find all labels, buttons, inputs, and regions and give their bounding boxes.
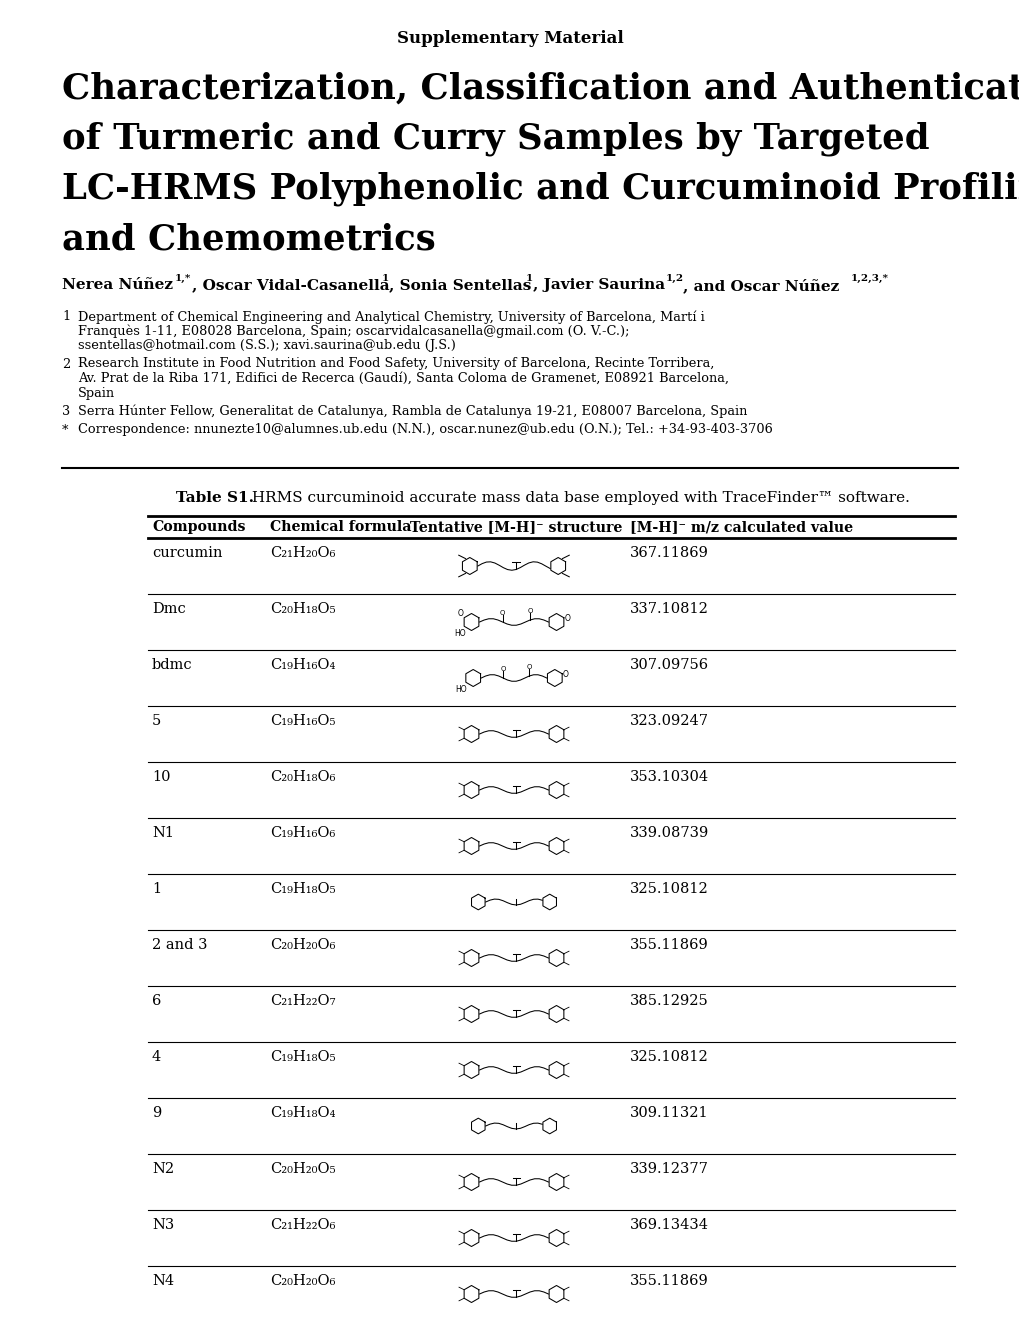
- Text: 353.10304: 353.10304: [630, 770, 708, 784]
- Text: 2: 2: [62, 358, 70, 371]
- Text: C₂₁H₂₂O₇: C₂₁H₂₂O₇: [270, 994, 335, 1008]
- Text: HO: HO: [455, 685, 467, 694]
- Text: of Turmeric and Curry Samples by Targeted: of Turmeric and Curry Samples by Targete…: [62, 121, 928, 157]
- Text: 1: 1: [382, 275, 389, 282]
- Text: HRMS curcuminoid accurate mass data base employed with TraceFinder™ software.: HRMS curcuminoid accurate mass data base…: [247, 491, 909, 506]
- Text: 5: 5: [152, 714, 161, 729]
- Text: 339.08739: 339.08739: [630, 826, 708, 840]
- Text: ssentellas@hotmail.com (S.S.); xavi.saurina@ub.edu (J.S.): ssentellas@hotmail.com (S.S.); xavi.saur…: [77, 339, 455, 352]
- Text: 325.10812: 325.10812: [630, 882, 708, 896]
- Text: C₂₀H₁₈O₅: C₂₀H₁₈O₅: [270, 602, 335, 616]
- Text: 355.11869: 355.11869: [630, 939, 708, 952]
- Text: N2: N2: [152, 1162, 174, 1176]
- Text: N1: N1: [152, 826, 174, 840]
- Text: Nerea Núñez: Nerea Núñez: [62, 279, 173, 292]
- Text: 367.11869: 367.11869: [630, 546, 708, 560]
- Text: C₂₀H₂₀O₆: C₂₀H₂₀O₆: [270, 939, 335, 952]
- Text: O: O: [562, 671, 569, 678]
- Text: Supplementary Material: Supplementary Material: [396, 30, 623, 48]
- Text: O: O: [499, 610, 504, 615]
- Text: Department of Chemical Engineering and Analytical Chemistry, University of Barce: Department of Chemical Engineering and A…: [77, 310, 704, 323]
- Text: C₁₉H₁₆O₅: C₁₉H₁₆O₅: [270, 714, 335, 729]
- Text: C₁₉H₁₆O₆: C₁₉H₁₆O₆: [270, 826, 335, 840]
- Text: 1: 1: [526, 275, 533, 282]
- Text: 309.11321: 309.11321: [630, 1106, 708, 1119]
- Text: Av. Prat de la Riba 171, Edifici de Recerca (Gaudí), Santa Coloma de Gramenet, E: Av. Prat de la Riba 171, Edifici de Rece…: [77, 372, 729, 385]
- Text: HO: HO: [453, 630, 465, 639]
- Text: C₂₁H₂₀O₆: C₂₁H₂₀O₆: [270, 546, 335, 560]
- Text: C₂₀H₂₀O₆: C₂₀H₂₀O₆: [270, 1274, 335, 1288]
- Text: 1: 1: [152, 882, 161, 896]
- Text: , and Oscar Núñez: , and Oscar Núñez: [683, 279, 844, 293]
- Text: C₂₁H₂₂O₆: C₂₁H₂₂O₆: [270, 1218, 335, 1232]
- Text: LC-HRMS Polyphenolic and Curcuminoid Profiling: LC-HRMS Polyphenolic and Curcuminoid Pro…: [62, 172, 1019, 206]
- Text: Chemical formula: Chemical formula: [270, 520, 411, 535]
- Text: Dmc: Dmc: [152, 602, 185, 616]
- Text: bdmc: bdmc: [152, 657, 193, 672]
- Text: 307.09756: 307.09756: [630, 657, 708, 672]
- Text: C₁₉H₁₈O₅: C₁₉H₁₈O₅: [270, 882, 335, 896]
- Text: 4: 4: [152, 1049, 161, 1064]
- Text: 323.09247: 323.09247: [630, 714, 708, 729]
- Text: O: O: [458, 609, 463, 618]
- Text: C₁₉H₁₈O₅: C₁₉H₁₈O₅: [270, 1049, 335, 1064]
- Text: 339.12377: 339.12377: [630, 1162, 708, 1176]
- Text: C₁₉H₁₈O₄: C₁₉H₁₈O₄: [270, 1106, 335, 1119]
- Text: 385.12925: 385.12925: [630, 994, 708, 1008]
- Text: Characterization, Classification and Authentication: Characterization, Classification and Aut…: [62, 73, 1019, 106]
- Text: Serra Húnter Fellow, Generalitat de Catalunya, Rambla de Catalunya 19-21, E08007: Serra Húnter Fellow, Generalitat de Cata…: [77, 405, 747, 418]
- Text: curcumin: curcumin: [152, 546, 222, 560]
- Text: , Sonia Sentellas: , Sonia Sentellas: [388, 279, 531, 292]
- Text: 325.10812: 325.10812: [630, 1049, 708, 1064]
- Text: C₁₉H₁₆O₄: C₁₉H₁₆O₄: [270, 657, 335, 672]
- Text: C₂₀H₁₈O₆: C₂₀H₁₈O₆: [270, 770, 335, 784]
- Text: Spain: Spain: [77, 387, 115, 400]
- Text: O: O: [527, 607, 532, 614]
- Text: N3: N3: [152, 1218, 174, 1232]
- Text: Table S1.: Table S1.: [176, 491, 254, 506]
- Text: 1,2: 1,2: [665, 275, 684, 282]
- Text: 337.10812: 337.10812: [630, 602, 708, 616]
- Text: O: O: [565, 614, 570, 623]
- Text: 2 and 3: 2 and 3: [152, 939, 207, 952]
- Text: and Chemometrics: and Chemometrics: [62, 222, 435, 256]
- Text: O: O: [526, 664, 532, 669]
- Text: Compounds: Compounds: [152, 520, 246, 535]
- Text: Correspondence: nnunezte10@alumnes.ub.edu (N.N.), oscar.nunez@ub.edu (O.N.); Tel: Correspondence: nnunezte10@alumnes.ub.ed…: [77, 424, 772, 437]
- Text: 3: 3: [62, 405, 70, 418]
- Text: N4: N4: [152, 1274, 174, 1288]
- Text: 9: 9: [152, 1106, 161, 1119]
- Text: Franquès 1-11, E08028 Barcelona, Spain; oscarvidalcasanella@gmail.com (O. V.-C.): Franquès 1-11, E08028 Barcelona, Spain; …: [77, 325, 629, 338]
- Text: 1: 1: [62, 310, 70, 323]
- Text: 1,*: 1,*: [175, 275, 192, 282]
- Text: Tentative [M-H]⁻ structure: Tentative [M-H]⁻ structure: [410, 520, 622, 535]
- Text: [M-H]⁻ m/z calculated value: [M-H]⁻ m/z calculated value: [630, 520, 852, 535]
- Text: 10: 10: [152, 770, 170, 784]
- Text: , Javier Saurina: , Javier Saurina: [533, 279, 664, 292]
- Text: Research Institute in Food Nutrition and Food Safety, University of Barcelona, R: Research Institute in Food Nutrition and…: [77, 358, 713, 371]
- Text: 6: 6: [152, 994, 161, 1008]
- Text: 369.13434: 369.13434: [630, 1218, 708, 1232]
- Text: , Oscar Vidal-Casanella: , Oscar Vidal-Casanella: [192, 279, 389, 292]
- Text: 355.11869: 355.11869: [630, 1274, 708, 1288]
- Text: *: *: [62, 424, 68, 437]
- Text: C₂₀H₂₀O₅: C₂₀H₂₀O₅: [270, 1162, 335, 1176]
- Text: O: O: [500, 665, 505, 672]
- Text: 1,2,3,*: 1,2,3,*: [850, 275, 889, 282]
